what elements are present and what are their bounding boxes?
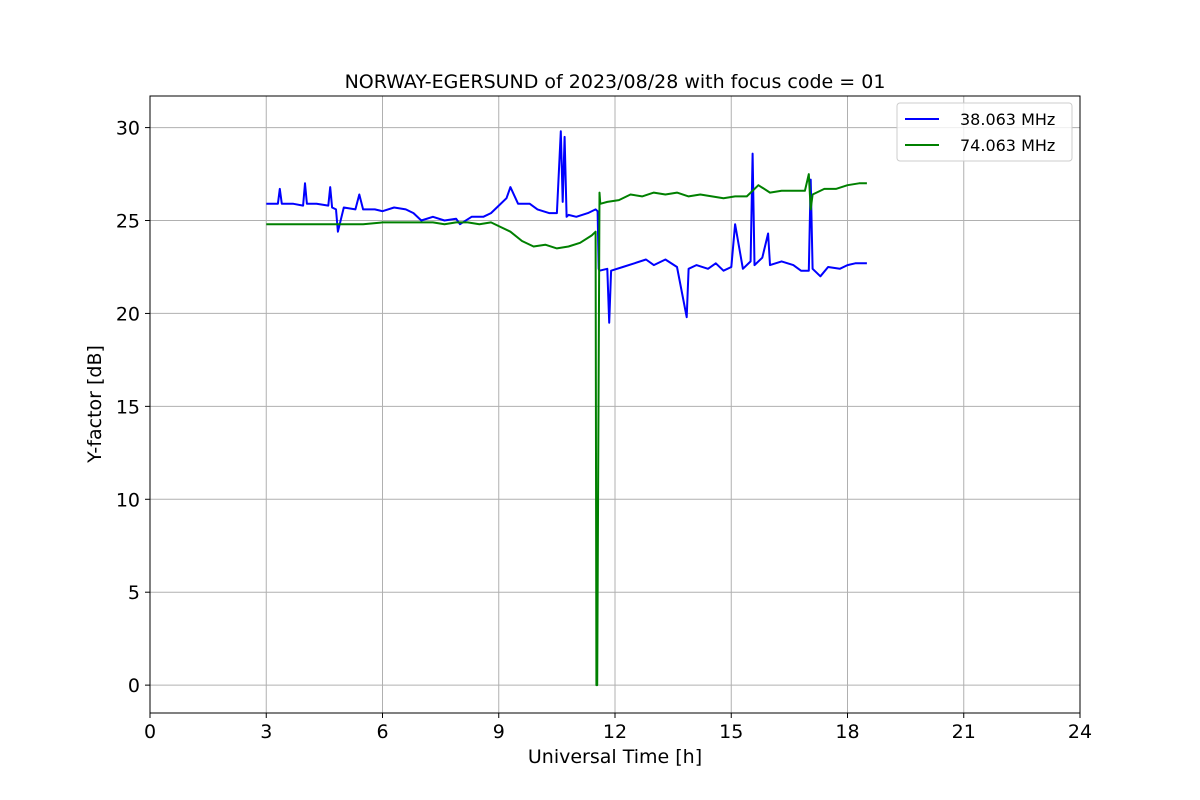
x-tick-label: 21 [952,721,976,743]
series-layer [266,130,867,687]
y-tick-label: 15 [116,396,140,418]
y-axis: 0 5 10 15 20 25 30 [116,118,150,697]
y-tick-label: 5 [128,582,140,604]
legend: 38.063 MHz 74.063 MHz [896,102,1073,162]
series-line-38mhz [266,130,867,324]
y-tick-label: 10 [116,489,140,511]
series-line-74mhz [266,173,867,687]
x-tick-label: 3 [260,721,272,743]
chart-title: NORWAY-EGERSUND of 2023/08/28 with focus… [345,71,886,93]
x-tick-label: 15 [719,721,743,743]
x-tick-label: 6 [376,721,388,743]
x-tick-label: 0 [144,721,156,743]
legend-label-74mhz: 74.063 MHz [960,136,1055,155]
legend-label-38mhz: 38.063 MHz [960,110,1055,129]
x-tick-label: 9 [493,721,505,743]
y-tick-label: 0 [128,675,140,697]
x-tick-label: 24 [1068,721,1092,743]
x-tick-label: 12 [603,721,627,743]
legend-box [896,102,1073,162]
y-axis-title: Y-factor [dB] [84,345,106,464]
y-tick-label: 20 [116,303,140,325]
x-tick-label: 18 [835,721,859,743]
y-tick-label: 30 [116,118,140,140]
x-axis: 0 3 6 9 12 15 18 21 24 [144,713,1092,743]
y-tick-label: 25 [116,211,140,233]
x-axis-title: Universal Time [h] [528,746,702,768]
